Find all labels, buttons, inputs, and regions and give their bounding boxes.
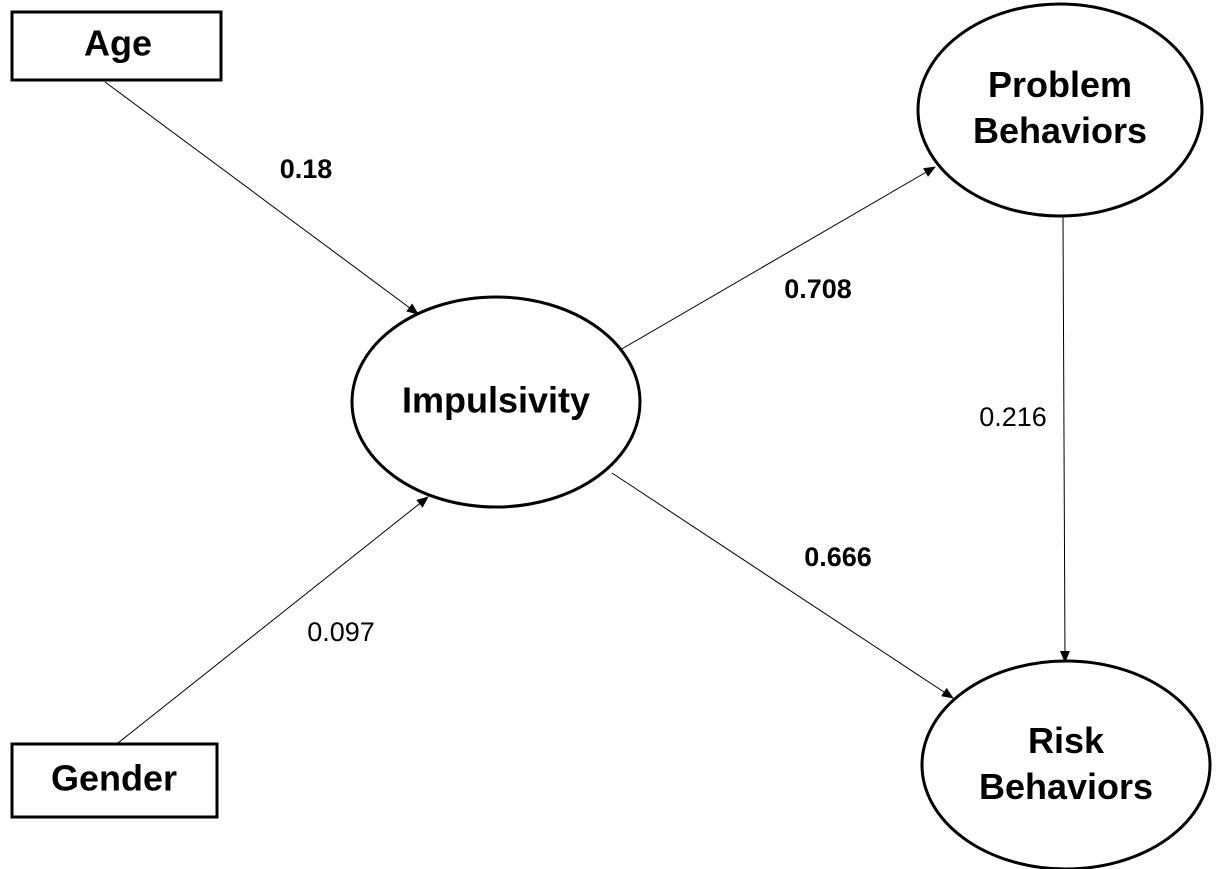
edge-arrow xyxy=(611,472,954,699)
latent-node xyxy=(350,295,642,509)
edge-label: 0.097 xyxy=(307,617,375,647)
node-label: Risk Behaviors xyxy=(979,720,1153,807)
node-label: Age xyxy=(84,23,152,64)
node-label: Gender xyxy=(51,758,177,799)
edge-label: 0.18 xyxy=(280,154,333,184)
edge-label: 0.708 xyxy=(784,274,852,304)
node-label: Problem Behaviors xyxy=(973,64,1147,151)
edge-arrow xyxy=(619,166,936,351)
observed-node xyxy=(10,742,219,819)
edge-label: 0.666 xyxy=(804,542,872,572)
observed-node xyxy=(10,10,223,82)
edge-label: 0.216 xyxy=(979,402,1047,432)
latent-node xyxy=(920,659,1212,869)
edge-arrow xyxy=(1059,216,1070,663)
latent-node xyxy=(916,2,1204,218)
node-label: Impulsivity xyxy=(402,380,590,421)
edge-arrow xyxy=(104,81,419,315)
edge-arrow xyxy=(117,496,429,744)
